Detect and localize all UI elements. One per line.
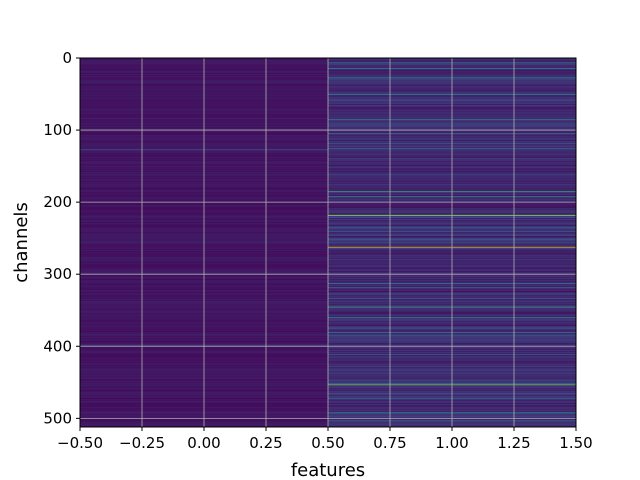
x-tick-label: −0.50 (57, 434, 103, 452)
y-tick-label: 400 (43, 337, 72, 355)
y-axis: 0 100 200 300 400 500 (43, 49, 80, 427)
x-tick-label: 1.50 (559, 434, 592, 452)
x-axis-label: features (291, 460, 365, 480)
y-tick-label: 500 (43, 409, 72, 427)
x-tick-label: 1.00 (435, 434, 468, 452)
x-tick-label: 0.50 (311, 434, 344, 452)
y-tick-label: 0 (62, 49, 72, 67)
x-axis: −0.50 −0.25 0.00 0.25 0.50 0.75 1.00 1.25 1.50 (57, 427, 593, 452)
y-tick-label: 200 (43, 193, 72, 211)
y-tick-label: 300 (43, 265, 72, 283)
x-tick-label: 0.25 (249, 434, 282, 452)
y-axis-label: channels (11, 202, 32, 283)
x-tick-label: 0.75 (373, 434, 406, 452)
x-tick-label: 1.25 (497, 434, 530, 452)
y-tick-label: 100 (43, 121, 72, 139)
x-tick-label: −0.25 (119, 434, 165, 452)
plot-area (79, 57, 577, 428)
x-tick-label: 0.00 (187, 434, 220, 452)
